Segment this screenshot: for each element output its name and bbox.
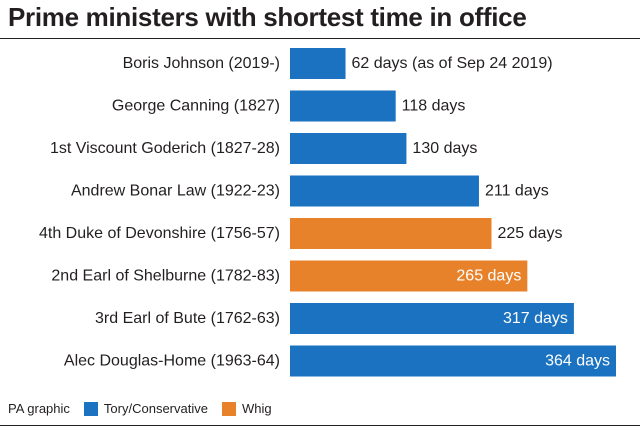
source-credit: PA graphic <box>8 401 70 416</box>
legend-label-whig: Whig <box>241 401 272 416</box>
legend-label-tory: Tory/Conservative <box>103 401 208 416</box>
bar <box>290 133 407 164</box>
bar <box>290 48 346 79</box>
category-label: 2nd Earl of Shelburne (1782-83) <box>51 268 280 285</box>
bar <box>290 303 574 334</box>
category-label: George Canning (1827) <box>112 98 280 115</box>
data-label: 118 days <box>402 98 466 115</box>
category-label: Andrew Bonar Law (1922-23) <box>71 183 280 200</box>
bar <box>290 218 492 249</box>
data-label: 211 days <box>485 183 549 200</box>
bar <box>290 260 528 292</box>
data-label: 317 days <box>503 310 568 327</box>
category-label: 4th Duke of Devonshire (1756-57) <box>39 225 280 242</box>
bar <box>290 175 479 207</box>
category-label: Boris Johnson (2019-) <box>123 55 280 72</box>
legend-swatch-whig <box>221 401 236 416</box>
legend-swatch-tory <box>83 401 98 416</box>
data-label: 62 days (as of Sep 24 2019) <box>352 55 553 72</box>
chart-title: Prime ministers with shortest time in of… <box>8 2 527 32</box>
category-label: 1st Viscount Goderich (1827-28) <box>50 140 280 157</box>
data-label: 265 days <box>456 268 521 285</box>
data-label: 364 days <box>545 353 610 370</box>
category-label: Alec Douglas-Home (1963-64) <box>64 353 280 370</box>
data-label: 130 days <box>412 140 477 157</box>
data-label: 225 days <box>498 225 563 242</box>
bar <box>290 345 616 377</box>
category-label: 3rd Earl of Bute (1762-63) <box>95 310 280 327</box>
footer: PA graphic Tory/Conservative Whig <box>8 401 272 416</box>
title-divider <box>0 38 640 39</box>
bottom-divider <box>0 425 640 426</box>
bar <box>290 90 396 122</box>
